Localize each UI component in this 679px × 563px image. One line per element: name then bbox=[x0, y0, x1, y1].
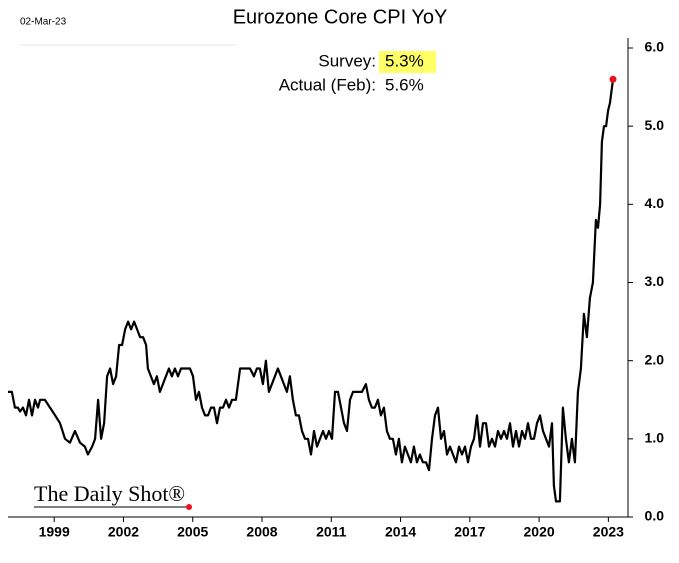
highlight bbox=[379, 51, 436, 73]
last-point bbox=[609, 75, 617, 83]
y-tick-label: 0.0 bbox=[645, 508, 665, 524]
y-tick-label: 2.0 bbox=[645, 351, 665, 367]
x-tick-label: 2002 bbox=[108, 524, 139, 540]
date-label: 02-Mar-23 bbox=[20, 17, 67, 28]
source-logo: The Daily Shot® bbox=[34, 481, 185, 506]
actual-value: 5.6% bbox=[385, 75, 424, 94]
x-tick-label: 2008 bbox=[246, 524, 277, 540]
actual-label: Actual (Feb): bbox=[279, 75, 376, 94]
y-tick-label: 1.0 bbox=[645, 430, 665, 446]
y-tick-label: 6.0 bbox=[645, 39, 665, 55]
x-tick-label: 1999 bbox=[39, 524, 70, 540]
y-tick-label: 5.0 bbox=[645, 117, 665, 133]
x-tick-label: 2023 bbox=[593, 524, 624, 540]
chart-title: Eurozone Core CPI YoY bbox=[233, 6, 448, 28]
x-tick-label: 2011 bbox=[316, 524, 347, 540]
x-tick-label: 2005 bbox=[177, 524, 208, 540]
x-tick-label: 2020 bbox=[524, 524, 555, 540]
x-tick-label: 2017 bbox=[454, 524, 485, 540]
y-tick-label: 4.0 bbox=[645, 195, 665, 211]
line bbox=[8, 79, 615, 503]
x-tick-label: 2014 bbox=[385, 524, 416, 540]
logo-dot bbox=[186, 504, 192, 510]
survey-label: Survey: bbox=[318, 51, 376, 70]
y-tick-label: 3.0 bbox=[645, 273, 665, 289]
survey-value: 5.3% bbox=[385, 51, 424, 70]
